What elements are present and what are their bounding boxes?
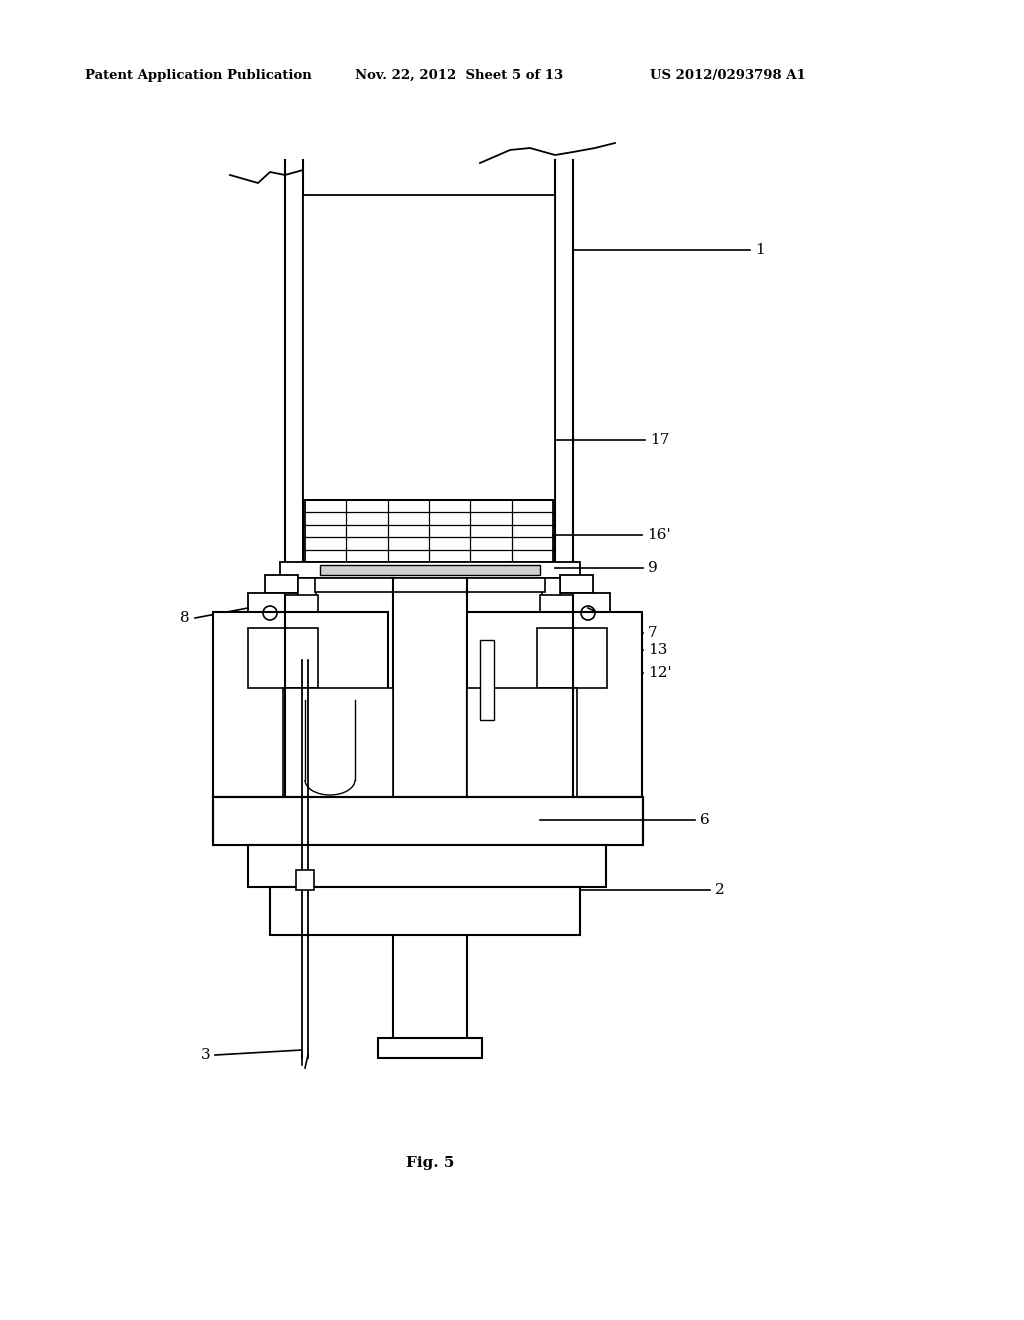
Text: Fig. 5: Fig. 5 <box>406 1156 455 1170</box>
Bar <box>540 595 573 616</box>
Bar <box>283 688 393 797</box>
Text: 13: 13 <box>648 643 668 657</box>
Bar <box>560 576 593 593</box>
Bar <box>213 612 388 797</box>
Text: 2: 2 <box>715 883 725 898</box>
Bar <box>280 562 580 578</box>
Bar <box>467 612 642 797</box>
Bar <box>248 593 298 623</box>
Bar <box>537 628 607 688</box>
Text: US 2012/0293798 A1: US 2012/0293798 A1 <box>650 69 806 82</box>
Bar <box>315 578 545 591</box>
Bar <box>270 887 580 935</box>
Bar <box>542 578 560 628</box>
Bar <box>467 688 577 797</box>
Bar <box>303 195 555 500</box>
Bar <box>560 593 610 623</box>
Bar <box>319 565 540 576</box>
Bar <box>378 1038 482 1059</box>
Bar <box>265 576 298 593</box>
Bar <box>296 870 314 890</box>
Text: 3: 3 <box>201 1048 210 1063</box>
Bar <box>285 595 318 616</box>
Bar <box>248 845 606 887</box>
Text: 12': 12' <box>648 667 672 680</box>
Bar <box>305 500 553 562</box>
Text: 9: 9 <box>648 561 657 576</box>
Bar <box>213 797 643 845</box>
Text: 6: 6 <box>700 813 710 828</box>
Text: 1: 1 <box>755 243 765 257</box>
Text: Patent Application Publication: Patent Application Publication <box>85 69 311 82</box>
Text: Nov. 22, 2012  Sheet 5 of 13: Nov. 22, 2012 Sheet 5 of 13 <box>355 69 563 82</box>
Bar <box>480 640 494 719</box>
Text: 7: 7 <box>648 626 657 640</box>
Text: 16': 16' <box>647 528 671 543</box>
Text: 17: 17 <box>650 433 670 447</box>
Bar <box>298 578 316 628</box>
Bar <box>248 628 318 688</box>
Text: 8: 8 <box>180 611 190 624</box>
